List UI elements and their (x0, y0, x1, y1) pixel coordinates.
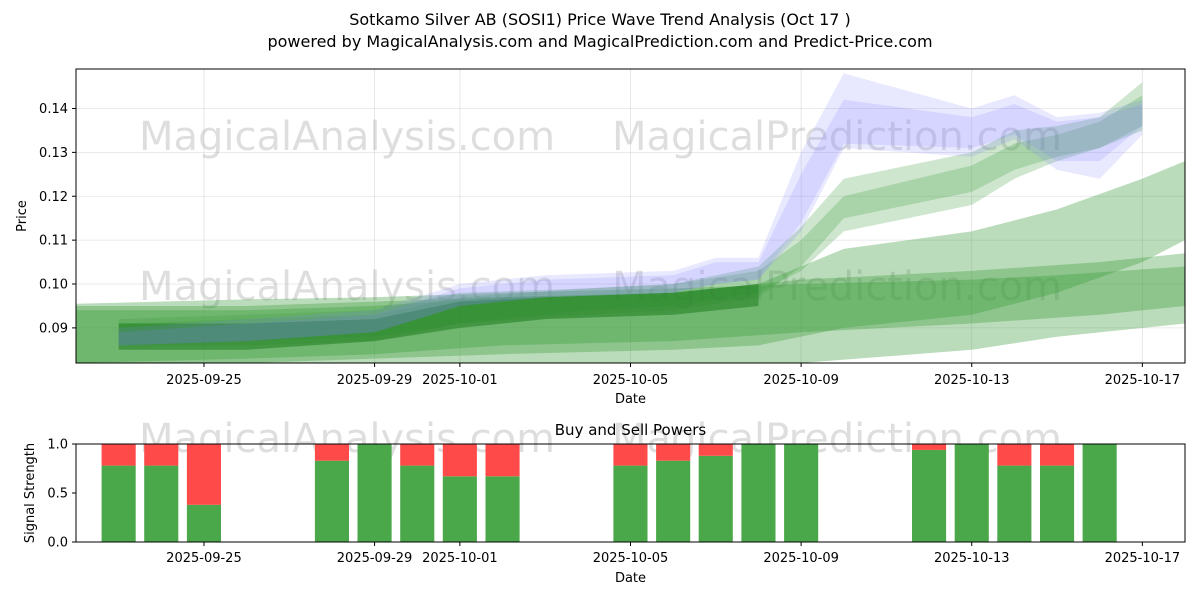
trend-band-8 (118, 99, 1143, 346)
buy-bar (400, 465, 435, 542)
trend-band-2 (76, 161, 1185, 363)
x-tick-label: 2025-10-13 (934, 373, 1010, 388)
sell-bar (101, 444, 136, 466)
buy-bar (954, 444, 989, 542)
buy-bar (912, 449, 947, 542)
y-tick-label: 0.11 (39, 234, 68, 249)
bars-y-tick-label: 0.5 (47, 487, 68, 502)
buy-bar (997, 465, 1032, 542)
watermark-text: MagicalAnalysis.com (139, 114, 555, 160)
trend-band-7 (118, 73, 1143, 346)
buy-bar (357, 444, 392, 542)
sell-bar (144, 444, 179, 466)
sell-bar (656, 444, 691, 461)
x-tick-label: 2025-10-17 (1105, 373, 1181, 388)
sell-bar (314, 444, 349, 461)
y-tick-label: 0.13 (39, 146, 68, 161)
watermark-text: MagicalPrediction.com (612, 114, 1062, 160)
bars-y-axis-label: Signal Strength (23, 443, 38, 543)
y-axis-label: Price (15, 200, 30, 232)
buy-bar (1082, 444, 1117, 542)
sell-bar (400, 444, 435, 466)
bars-x-tick-label: 2025-10-05 (593, 551, 669, 566)
trend-bands (76, 73, 1185, 363)
price-wave-chart: 2025-09-25 2025-09-29 2025-10-01 2025-10-05… (15, 68, 1186, 407)
sell-bar (485, 444, 520, 477)
x-tick-label: 2025-09-25 (166, 373, 242, 388)
sell-bar (698, 444, 733, 456)
chart-title: Sotkamo Silver AB (SOSI1) Price Wave Tre… (349, 10, 851, 29)
chart-subtitle: powered by MagicalAnalysis.com and Magic… (267, 32, 932, 51)
bars-x-tick-label: 2025-10-01 (422, 551, 498, 566)
buy-bar (442, 476, 477, 542)
sell-bar (442, 444, 477, 477)
trend-band-4 (118, 82, 1143, 346)
y-tick-label: 0.12 (39, 190, 68, 205)
bars-y-tick-label: 1.0 (47, 438, 68, 453)
buy-bar (698, 455, 733, 542)
x-axis-label: Date (615, 392, 646, 407)
y-tick-label: 0.10 (39, 278, 68, 293)
buy-bar (186, 504, 221, 542)
sell-bar (912, 444, 947, 450)
y-tick-label: 0.09 (39, 321, 68, 336)
buy-bar (314, 460, 349, 542)
buy-bar (613, 465, 648, 542)
buy-bar (144, 465, 179, 542)
bars-x-tick-label: 2025-10-09 (763, 551, 839, 566)
trend-band-6 (118, 284, 759, 350)
y-tick-label: 0.14 (39, 102, 68, 117)
bars-title: Buy and Sell Powers (555, 421, 707, 439)
buy-sell-power-chart: Buy and Sell Powers 2025-09-25 2025-09-29 2… (23, 421, 1186, 586)
sell-bar (186, 444, 221, 505)
x-tick-label: 2025-10-01 (422, 373, 498, 388)
bars-y-tick-label: 0.0 (47, 536, 68, 551)
x-tick-label: 2025-10-05 (593, 373, 669, 388)
x-tick-label: 2025-10-09 (763, 373, 839, 388)
sell-bar (613, 444, 648, 466)
buy-bar (656, 460, 691, 542)
bars-x-tick-label: 2025-10-17 (1105, 551, 1181, 566)
sell-bar (997, 444, 1032, 466)
buy-bar (741, 444, 776, 542)
buy-bar (485, 476, 520, 542)
bars-x-tick-label: 2025-09-25 (166, 551, 242, 566)
buy-bar (784, 444, 819, 542)
bars-x-tick-label: 2025-09-29 (337, 551, 413, 566)
sell-bar (1040, 444, 1075, 466)
bars-x-tick-label: 2025-10-13 (934, 551, 1010, 566)
bars-x-axis-label: Date (615, 571, 646, 586)
buy-bar (101, 465, 136, 542)
buy-bar (1040, 465, 1075, 542)
x-tick-label: 2025-09-29 (337, 373, 413, 388)
